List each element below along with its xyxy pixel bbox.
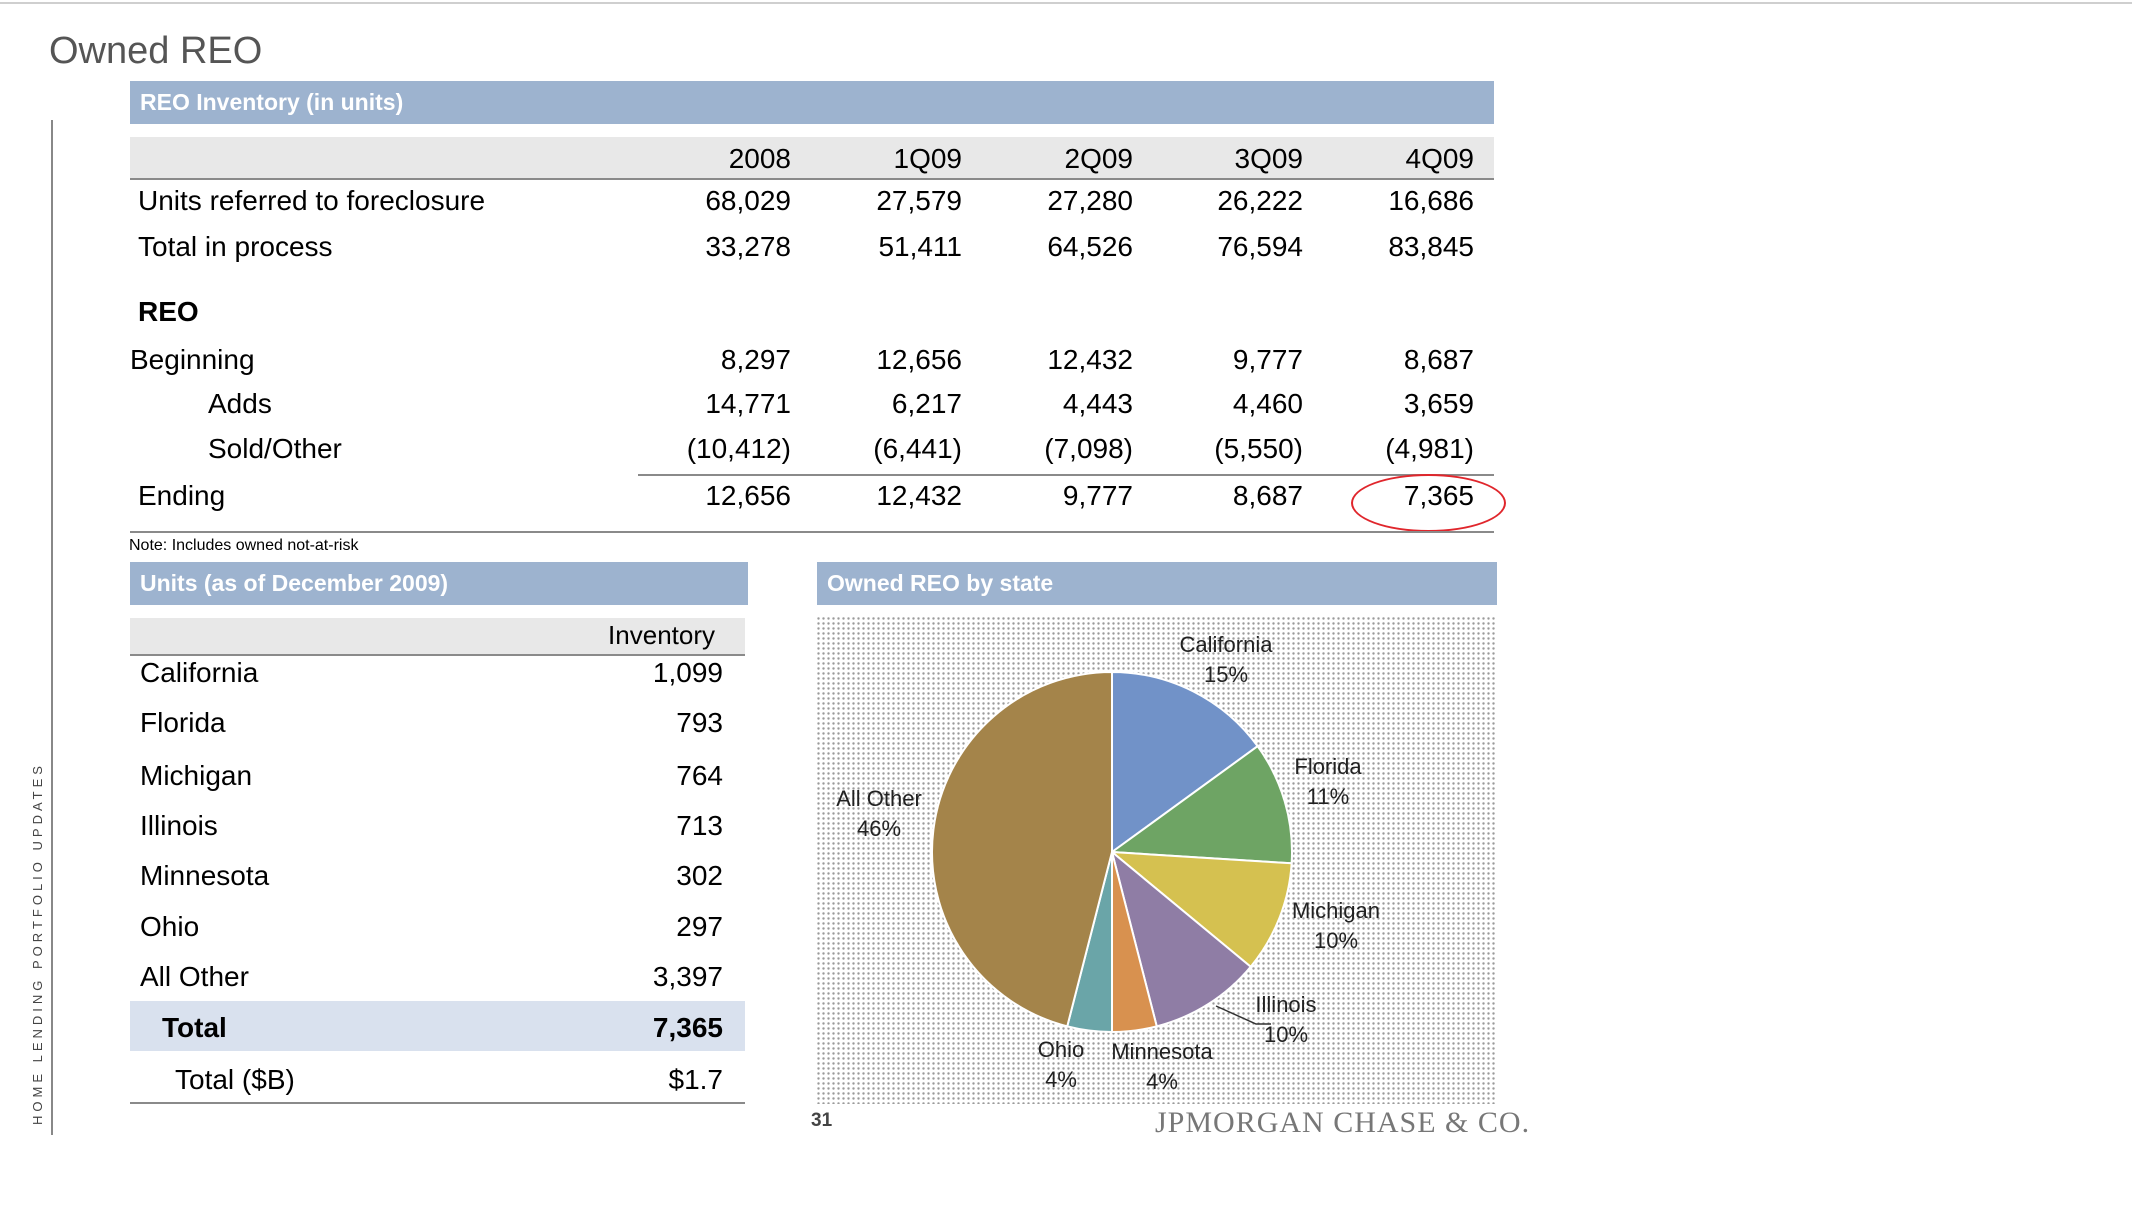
row-value: 8,687 (1232, 480, 1303, 511)
column-header: Inventory (608, 620, 715, 650)
column-header: 4Q09 (1405, 143, 1475, 174)
chart-header: Owned REO by state (817, 562, 1497, 605)
state-label: Florida (140, 707, 226, 738)
company-logo: JPMORGAN CHASE & CO. (1155, 1106, 1531, 1139)
pie-chart-svg: California 15% Florida 11% Michigan 10% Illino… (816, 616, 1496, 1104)
illinois-leader-line (1215, 1005, 1271, 1025)
row-value: 4,460 (1232, 388, 1303, 419)
slice-percent-label: 10% (1264, 1022, 1308, 1047)
row-value: 6,217 (891, 388, 962, 419)
state-value: 764 (676, 760, 723, 791)
row-value: (7,098) (1044, 433, 1133, 464)
total-row-band (130, 1001, 745, 1051)
row-value: (10,412) (686, 433, 791, 464)
row-value: 8,687 (1403, 344, 1474, 375)
slice-name-label: California (1180, 632, 1274, 657)
state-label: Michigan (140, 760, 253, 791)
column-header: 3Q09 (1234, 143, 1304, 174)
state-label: Illinois (140, 810, 218, 841)
slice-percent-label: 10% (1314, 928, 1358, 953)
state-label: California (140, 657, 259, 688)
row-value: 12,432 (876, 480, 962, 511)
units-header: Units (as of December 2009) (130, 562, 748, 605)
row-value: 14,771 (705, 388, 791, 419)
row-value: 27,579 (876, 185, 962, 216)
slice-name-label: Florida (1294, 754, 1362, 779)
row-value: 9,777 (1062, 480, 1133, 511)
pie-slice-florida (1109, 744, 1293, 865)
row-value: 27,280 (1047, 185, 1133, 216)
pie-slice-michigan (1108, 850, 1293, 969)
row-value: (6,441) (873, 433, 962, 464)
inventory-header: REO Inventory (in units) (130, 81, 1494, 124)
row-value: 33,278 (705, 231, 791, 262)
state-value: 3,397 (652, 961, 723, 992)
slice-percent-label: 46% (857, 816, 901, 841)
row-label: Beginning (130, 344, 255, 375)
pie-slice-illinois (1110, 849, 1253, 1028)
slice-percent-label: 15% (1204, 662, 1248, 687)
row-value: 76,594 (1217, 231, 1303, 262)
slice-percent-label: 4% (1146, 1069, 1178, 1094)
page-number: 31 (811, 1110, 833, 1131)
state-value: 713 (676, 810, 723, 841)
highlight-circle (1351, 474, 1506, 532)
row-value: 9,777 (1232, 344, 1303, 375)
row-value: (5,550) (1214, 433, 1303, 464)
row-value: 51,411 (878, 231, 962, 262)
total-b-value: $1.7 (668, 1064, 724, 1095)
state-label: Minnesota (140, 860, 270, 891)
row-value: 12,656 (705, 480, 791, 511)
row-value: 26,222 (1217, 185, 1303, 216)
row-label: Ending (138, 480, 226, 511)
row-value: 64,526 (1047, 231, 1133, 262)
slice-name-label: Illinois (1255, 992, 1316, 1017)
units-column-header-band (130, 618, 745, 656)
slice-name-label: Minnesota (1111, 1039, 1213, 1064)
row-label: Sold/Other (208, 433, 342, 464)
pie-slice-california (1111, 670, 1260, 854)
units-bottom-rule (130, 1102, 745, 1104)
column-header: 2Q09 (1064, 143, 1134, 174)
row-value: 68,029 (705, 185, 791, 216)
state-label: All Other (140, 961, 249, 992)
subtotal-rule (638, 474, 1494, 476)
state-value: 1,099 (652, 657, 723, 688)
page-title: Owned REO (49, 30, 263, 72)
total-value: 7,365 (652, 1012, 723, 1043)
row-value: 4,443 (1062, 388, 1133, 419)
row-value: 3,659 (1403, 388, 1474, 419)
total-b-label: Total ($B) (175, 1064, 295, 1095)
row-value: 83,845 (1388, 231, 1474, 262)
column-header: 2008 (728, 143, 791, 174)
inventory-column-header-band (130, 137, 1494, 180)
row-value: 8,297 (720, 344, 791, 375)
row-label: Adds (208, 388, 272, 419)
state-value: 297 (676, 911, 723, 942)
slice-name-label: Ohio (1038, 1037, 1084, 1062)
slice-percent-label: 11% (1307, 784, 1349, 809)
pie-slice-all-other (931, 670, 1113, 1028)
state-value: 793 (676, 707, 723, 738)
row-value: (4,981) (1385, 433, 1474, 464)
row-value: 16,686 (1388, 185, 1474, 216)
row-label: Units referred to foreclosure (138, 185, 486, 216)
row-value: 12,656 (876, 344, 962, 375)
side-label: HOME LENDING PORTFOLIO UPDATES (30, 762, 45, 1125)
side-divider (51, 120, 53, 1135)
state-value: 302 (676, 860, 723, 891)
reo-subheading: REO (138, 296, 199, 327)
slice-name-label: Michigan (1292, 898, 1380, 923)
row-value: 12,432 (1047, 344, 1133, 375)
pie-chart: California 15% Florida 11% Michigan 10% Illino… (816, 616, 1496, 1104)
total-label: Total (162, 1012, 227, 1043)
top-rule (0, 2, 2132, 4)
footnote: Note: Includes owned not-at-risk (129, 537, 359, 554)
table-bottom-rule (130, 531, 1494, 533)
slice-percent-label: 4% (1045, 1067, 1077, 1092)
row-label: Total in process (138, 231, 333, 262)
column-header: 1Q09 (893, 143, 963, 174)
state-label: Ohio (140, 911, 200, 942)
slice-name-label: All Other (836, 786, 922, 811)
